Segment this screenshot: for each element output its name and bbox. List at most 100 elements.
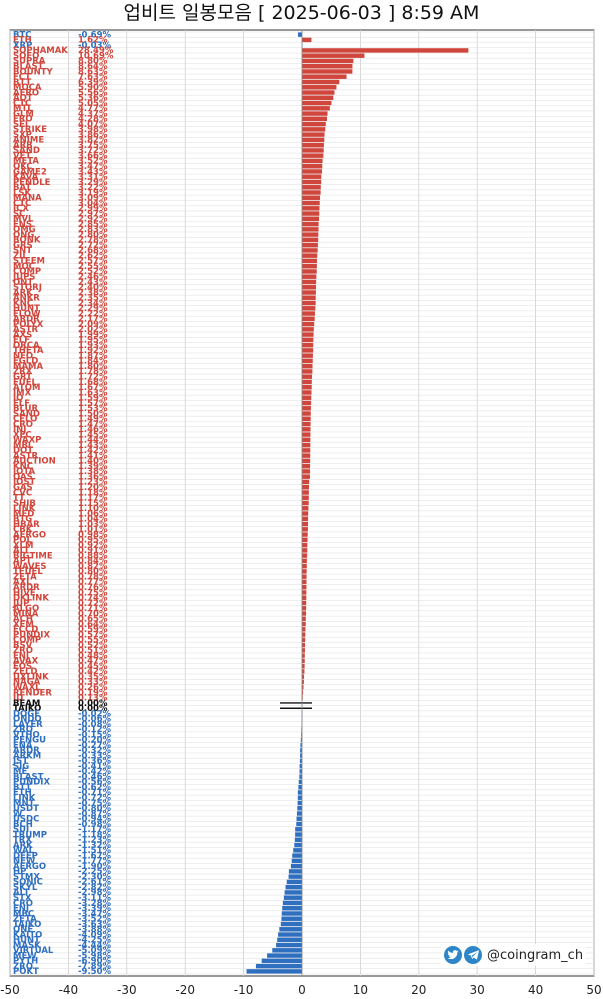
twitter-icon [444,946,462,964]
symbol-label: ECCD [13,625,38,635]
symbol-label: CRO [13,420,33,430]
symbol-label: ENJ [13,651,29,661]
percent-label: 3.82% [78,136,108,146]
percent-label: 0.76% [78,583,108,593]
bar [302,258,318,264]
percent-label: -0.62% [78,783,111,793]
bar [302,306,316,311]
symbol-label: GLM [13,109,34,119]
bar [246,969,302,974]
percent-label: -2.30% [78,872,111,882]
bar [302,127,326,132]
bar [302,474,310,479]
percent-label: -5.98% [78,951,111,961]
percent-label: 2.17% [78,315,108,325]
symbol-label: ZETA [13,915,37,925]
bar [302,37,312,43]
bar [302,211,320,216]
bar [302,132,325,137]
bar [296,821,302,827]
symbol-label: WAL [13,846,35,856]
percent-label: 0.71% [78,604,108,614]
percent-label: 0.95% [78,536,108,546]
bar [302,584,307,590]
bar [300,737,302,743]
percent-label: -2.82% [78,883,111,893]
bar [281,911,302,916]
symbol-label: JST [12,757,28,767]
bar [302,195,321,200]
bar [302,511,309,516]
symbol-label: VTHO [13,730,40,740]
symbol-label: ALGO [13,604,39,614]
percent-label: 2.34% [78,299,108,309]
percent-label: 3.98% [78,125,108,135]
symbol-label: MANA [13,194,42,204]
percent-label: 0.91% [78,546,108,556]
symbol-label: WAVES [13,562,47,572]
symbol-label: BSV [13,641,33,651]
symbol-label: NEO [13,351,33,361]
bar [302,142,324,148]
symbol-label: AQT [13,94,33,104]
symbol-label: CBK [13,525,33,535]
bar [302,458,311,464]
percent-label: 3.43% [78,167,108,177]
percent-label: 1.23% [78,478,108,488]
symbol-label: SONIC [13,878,43,888]
symbol-label: WAXL [13,683,41,693]
percent-label: 3.31% [78,173,108,183]
bar [299,774,302,779]
percent-label: 0.70% [78,609,108,619]
x-tick-label: 0 [298,983,306,997]
symbol-label: BTT [13,783,31,793]
bar [302,532,308,537]
bar [302,411,311,416]
symbol-label: ARK [13,841,33,851]
bar [302,285,317,290]
symbol-label: MAMA [13,362,43,372]
symbol-label: COMP [13,267,41,277]
bar [302,537,308,543]
percent-label: -0.69% [78,30,111,40]
bar [302,669,305,674]
percent-label: 3.75% [78,141,108,151]
symbol-label: TRUMP [13,830,47,840]
bar [302,421,311,427]
bar [302,600,307,606]
percent-label: -3.88% [78,925,111,935]
symbol-label: JUP [12,599,29,609]
bar [279,927,302,932]
bar [290,863,302,869]
bar [302,390,312,395]
symbol-label: LSK [13,188,32,198]
percent-label: 1.49% [78,415,108,425]
percent-label: -0.75% [78,799,111,809]
bar [302,379,312,385]
bar [297,806,302,811]
bar [302,321,315,327]
symbol-label: HUNT [13,304,40,314]
percent-label: 0.57% [78,630,108,640]
bar [267,953,302,958]
symbol-label: DKLINK [13,594,49,604]
bar [302,448,311,453]
symbol-label: ICX [13,204,29,214]
percent-label: 1.72% [78,372,108,382]
percent-label: -3.28% [78,899,111,909]
percent-label: 1.59% [78,394,108,404]
percent-label: -2.61% [78,878,111,888]
percent-label: -1.32% [78,841,111,851]
bar [302,684,304,690]
percent-label: 0.98% [78,530,108,540]
symbol-label: ELF [13,399,30,409]
percent-label: -1.90% [78,862,111,872]
symbol-label: ARK [13,288,33,298]
bar [282,906,302,911]
bar [302,663,305,669]
symbol-label: GRS [13,241,33,251]
symbol-label: ZIL [13,251,28,261]
percent-label: -1.77% [78,857,111,867]
bar [302,95,334,100]
bar [302,500,309,506]
